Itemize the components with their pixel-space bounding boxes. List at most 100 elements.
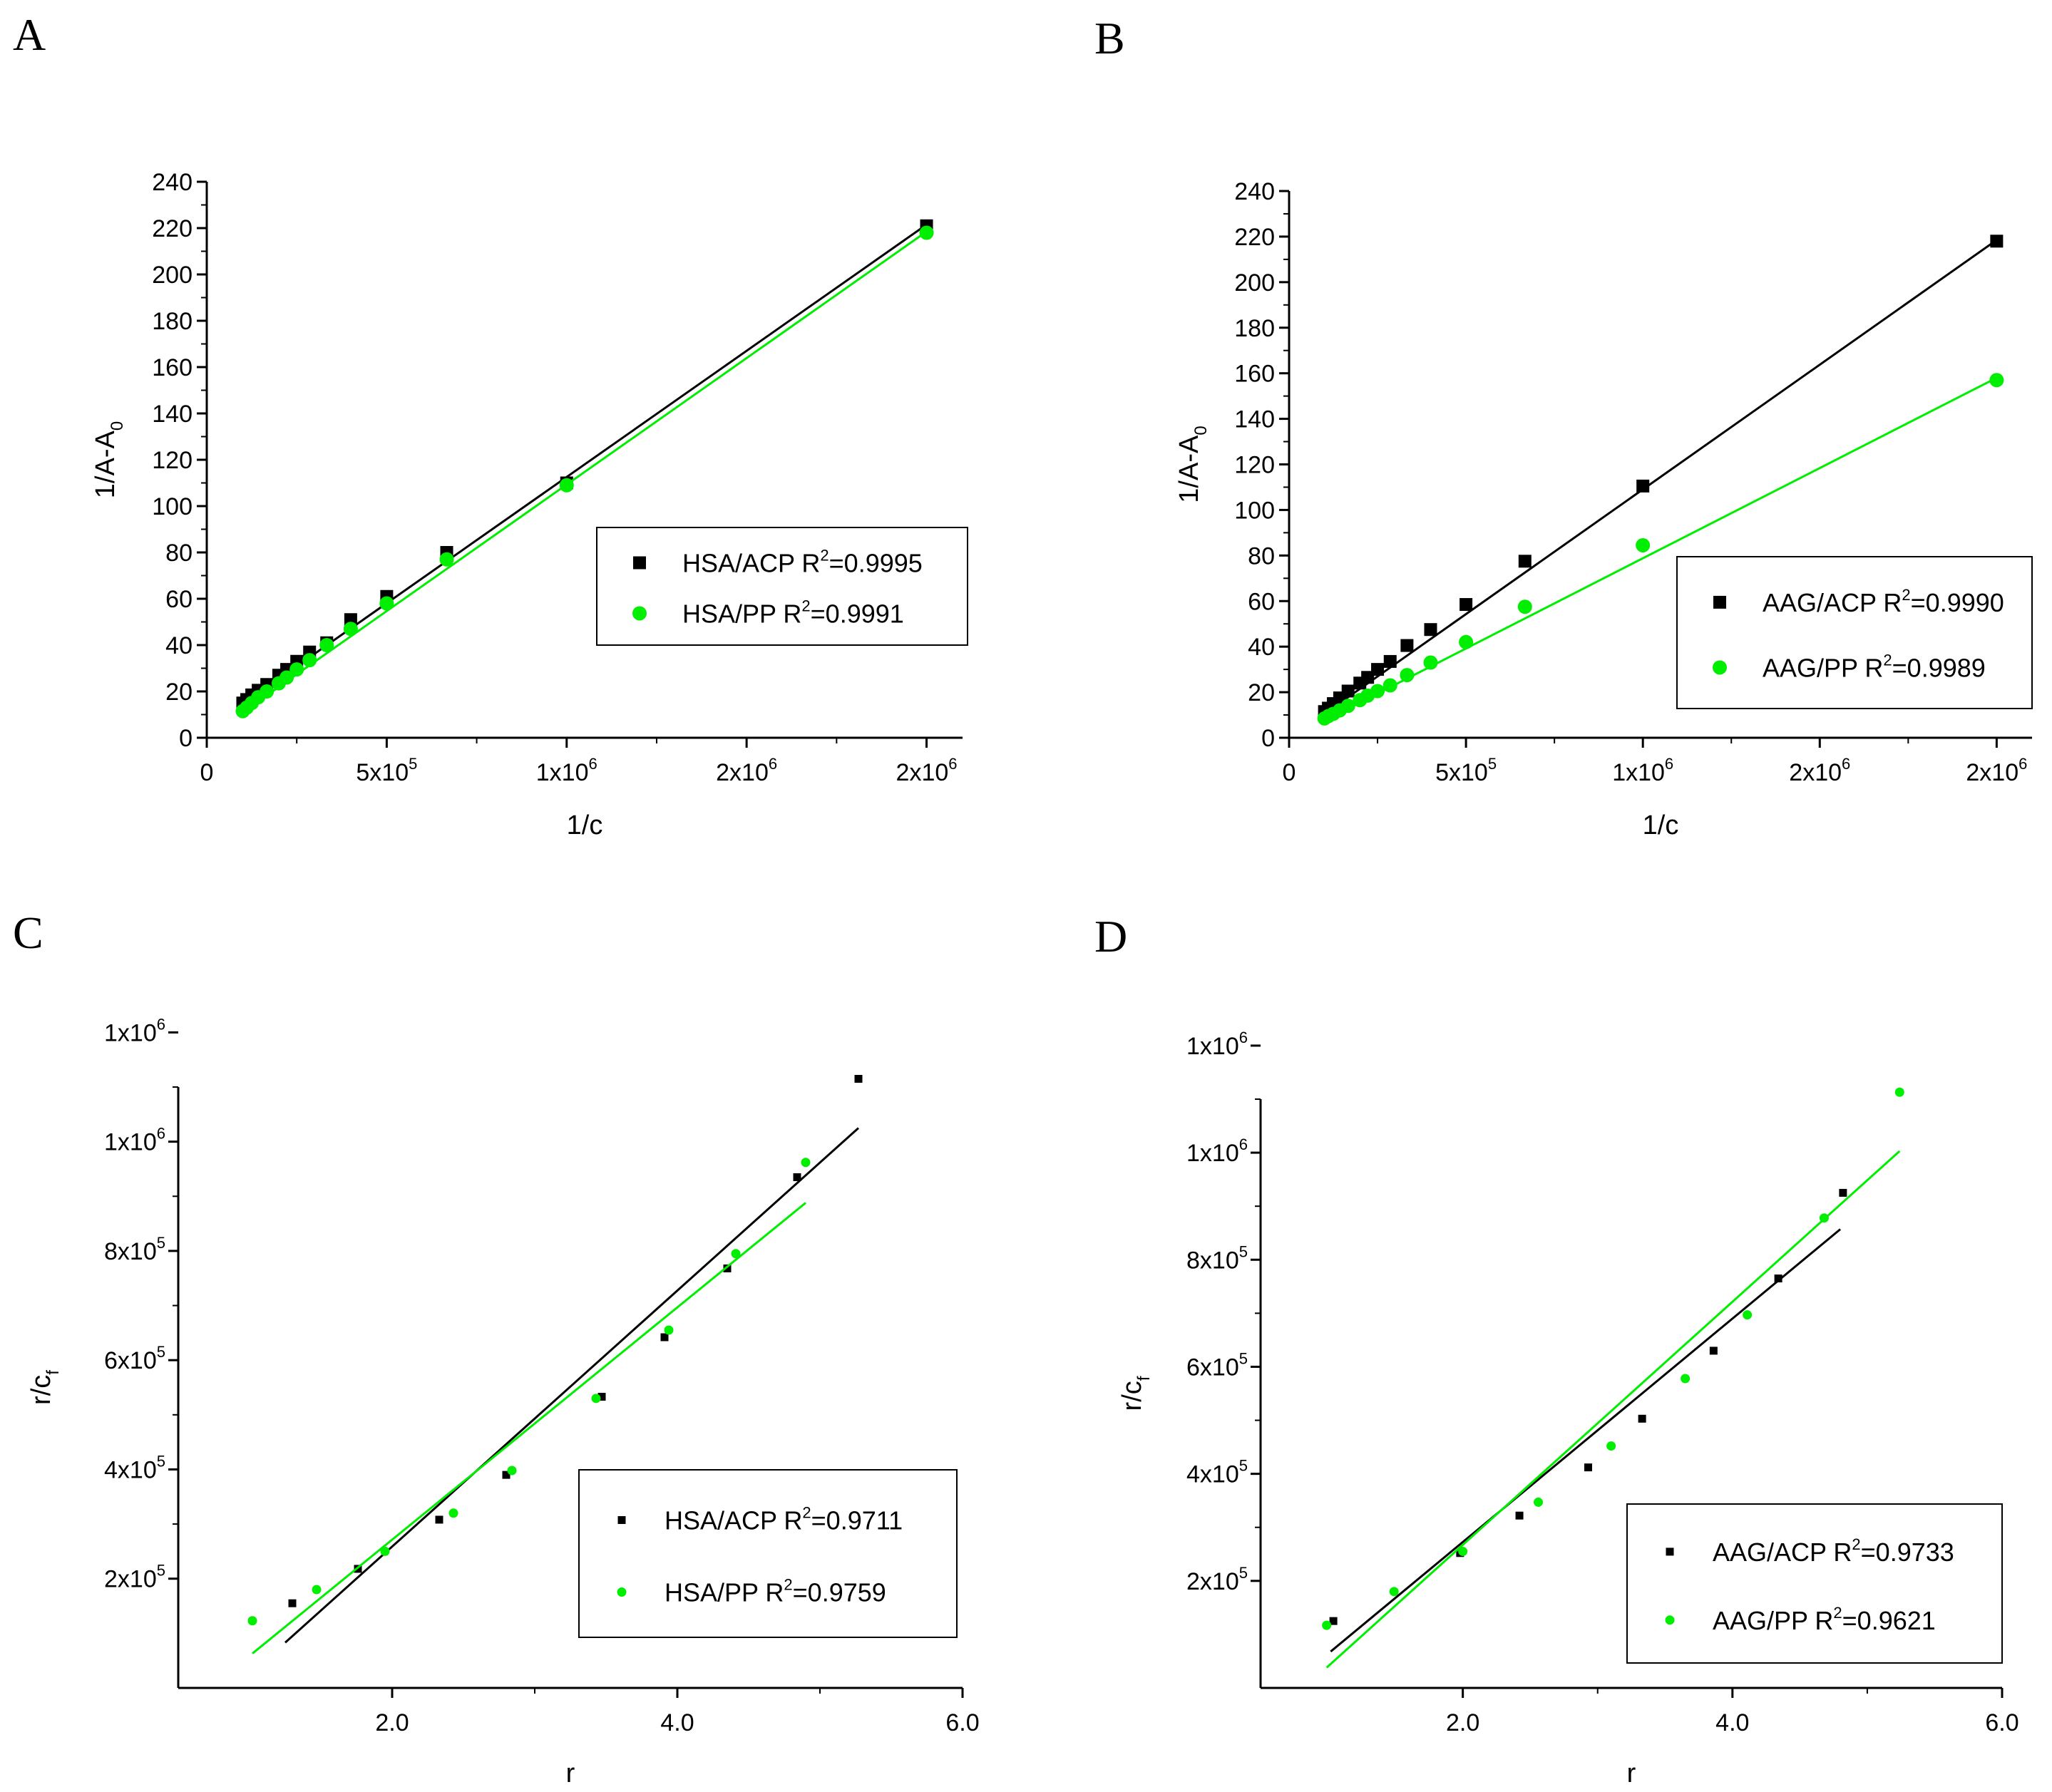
legend-box (578, 1469, 958, 1638)
data-point-hsa-pp (247, 1616, 257, 1626)
y-tick-label: 120 (152, 447, 193, 474)
data-point-aag-acp (1774, 1275, 1782, 1283)
legend: AAG/ACP R2=0.9990 AAG/PP R2=0.9989 (1676, 556, 2033, 709)
data-point-aag-acp (1341, 684, 1355, 698)
chart-panel-b: B 0 20 40 60 80 100 120 140 160 180 200 220 240 0 5x105… (1094, 13, 2033, 840)
data-point-hsa-pp (507, 1466, 517, 1476)
panel-letter: B (1094, 13, 1125, 63)
y-tick-label: 20 (165, 679, 193, 706)
data-point-aag-pp (1606, 1441, 1616, 1451)
y-tick-label: 6x105 (104, 1343, 165, 1374)
panel-letter: C (13, 907, 43, 958)
data-point-aag-acp (1839, 1188, 1847, 1197)
x-tick-label: 2.0 (1446, 1709, 1479, 1736)
legend-marker-hsa-pp (617, 1587, 627, 1597)
data-point-aag-pp (1322, 1620, 1332, 1630)
y-tick-label: 4x105 (104, 1452, 165, 1483)
y-tick-label: 60 (165, 586, 193, 613)
data-point-hsa-pp (591, 1394, 601, 1404)
data-point-aag-pp (1819, 1213, 1829, 1223)
data-point-aag-acp (1515, 1511, 1524, 1520)
y-axis-title: r/cf (26, 1370, 63, 1405)
y-tick-label: 1x106 (104, 1015, 165, 1046)
data-point-hsa-acp (288, 1599, 297, 1607)
data-point-aag-acp (1636, 479, 1650, 493)
y-axis-title: 1/A-A0 (91, 421, 127, 498)
legend-box (596, 527, 968, 646)
legend-marker-hsa-acp (617, 1516, 626, 1524)
y-tick-label: 140 (1234, 406, 1275, 433)
legend-label-hsa-acp: HSA/ACP R2=0.9711 (665, 1504, 903, 1535)
fit-line-aag-acp (1330, 1228, 1842, 1653)
y-tick-label: 60 (1248, 588, 1275, 615)
legend-marker-hsa-pp (632, 606, 647, 621)
legend-box (1676, 556, 2033, 709)
legend-marker-aag-acp (1713, 595, 1726, 609)
data-point-aag-pp (1459, 634, 1474, 649)
data-point-hsa-pp (919, 225, 934, 240)
fit-line-hsa-acp (284, 1127, 860, 1644)
y-tick-label: 240 (1234, 178, 1275, 205)
data-point-aag-acp (1990, 235, 2004, 248)
y-tick-label: 4x105 (1186, 1457, 1248, 1488)
y-tick-label: 8x105 (1186, 1242, 1248, 1274)
data-point-hsa-acp (502, 1471, 511, 1479)
data-point-aag-pp (1400, 668, 1415, 683)
x-tick-label: 2x106 (716, 755, 777, 786)
x-tick-label: 2x106 (1789, 755, 1850, 786)
y-tick-label: 100 (1234, 497, 1275, 524)
x-tick-label: 5x105 (356, 755, 417, 786)
y-tick-label: 200 (152, 262, 193, 289)
data-point-hsa-pp (448, 1508, 458, 1518)
legend: HSA/ACP R2=0.9995 HSA/PP R2=0.9991 (596, 527, 968, 646)
x-tick-label: 2x106 (1966, 755, 2027, 786)
legend: HSA/ACP R2=0.9711 HSA/PP R2=0.9759 (578, 1469, 958, 1638)
x-tick-label: 0 (200, 759, 214, 786)
y-tick-label: 0 (179, 725, 193, 752)
data-point-aag-acp (1460, 598, 1473, 612)
x-tick-label: 1x106 (1612, 755, 1673, 786)
fit-line-aag-pp (1325, 1150, 1901, 1669)
data-point-hsa-acp (793, 1173, 801, 1181)
data-point-aag-acp (1424, 623, 1437, 637)
data-point-aag-pp (1636, 537, 1651, 552)
y-tick-label: 2x105 (104, 1562, 165, 1593)
y-tick-label: 80 (1248, 542, 1275, 570)
x-tick-label: 1x106 (536, 755, 597, 786)
y-tick-label: 1x106 (104, 1125, 165, 1156)
data-point-hsa-pp (731, 1249, 741, 1259)
data-point-hsa-pp (312, 1585, 322, 1595)
y-tick-label: 6x105 (1186, 1349, 1248, 1381)
data-point-hsa-pp (319, 638, 334, 652)
y-tick-label: 140 (152, 401, 193, 428)
data-point-aag-pp (1389, 1587, 1399, 1597)
y-tick-label: 240 (152, 169, 193, 196)
data-point-hsa-acp (660, 1333, 669, 1342)
legend-marker-hsa-acp (633, 556, 646, 570)
y-axis-title: 1/A-A0 (1174, 426, 1211, 503)
data-point-aag-pp (1382, 678, 1397, 693)
data-point-hsa-acp (597, 1393, 606, 1401)
y-tick-label: 8x105 (104, 1234, 165, 1265)
panel-letter: A (13, 9, 46, 60)
data-point-hsa-pp (559, 478, 574, 493)
x-tick-label: 4.0 (660, 1709, 694, 1736)
y-tick-label: 0 (1261, 725, 1275, 752)
x-tick-label: 4.0 (1715, 1709, 1749, 1736)
data-point-aag-acp (1584, 1463, 1592, 1472)
y-tick-label: 1x106 (1186, 1029, 1248, 1060)
legend-label-aag-acp: AAG/ACP R2=0.9733 (1713, 1535, 1954, 1567)
data-point-aag-acp (1638, 1414, 1646, 1423)
y-axis-title: r/cf (1117, 1376, 1154, 1411)
chart-panel-c: C 2x105 4x105 6x105 8x105 1x106 1x106 2.0 4.0 6.0… (13, 907, 980, 1788)
data-point-hsa-pp (439, 552, 454, 567)
data-point-aag-pp (1423, 655, 1438, 670)
data-point-hsa-pp (260, 684, 275, 699)
y-tick-label: 100 (152, 493, 193, 520)
y-tick-label: 1x106 (1186, 1136, 1248, 1167)
x-tick-label: 0 (1283, 759, 1296, 786)
x-axis-title: 1/c (567, 810, 603, 840)
chart-panel-a: A 0 20 40 60 80 100 120 140 160 180 200 220 240 0 5x105… (13, 9, 968, 840)
x-axis-title: r (566, 1758, 575, 1788)
